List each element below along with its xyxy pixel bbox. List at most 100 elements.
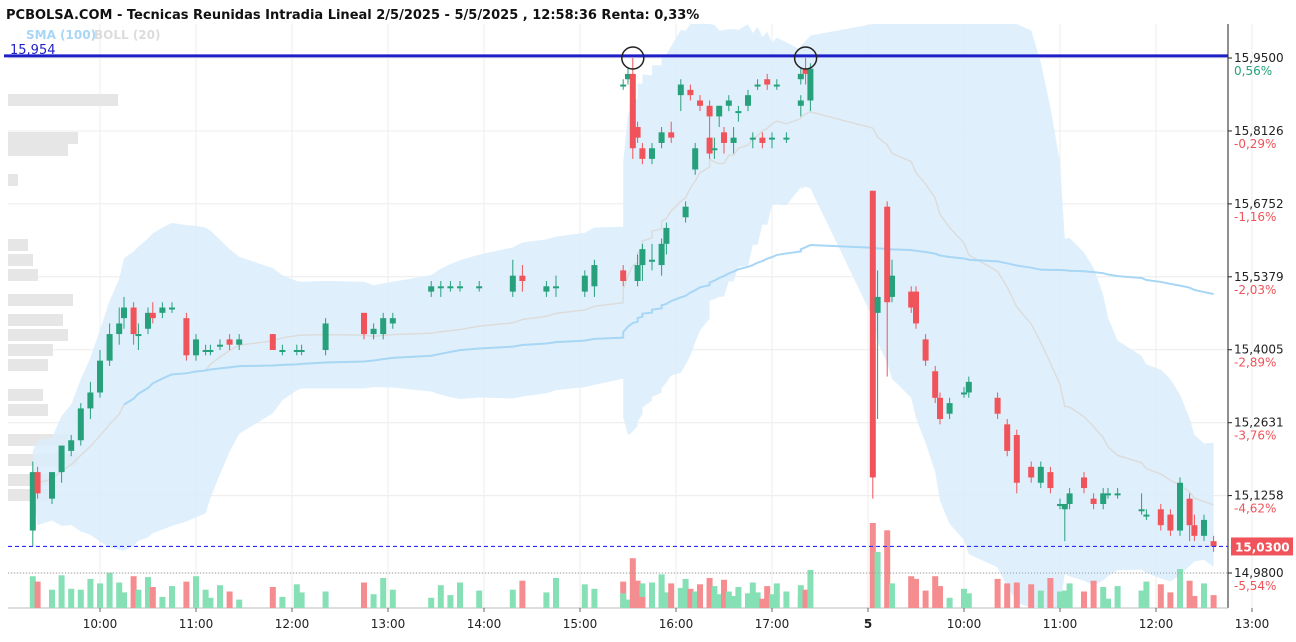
candle-body: [380, 318, 387, 335]
volume-bar: [946, 597, 953, 608]
candle-body: [106, 334, 113, 361]
volume-bar: [697, 584, 703, 608]
time-tick-label: 14:00: [467, 617, 502, 631]
candle-body: [1057, 503, 1063, 506]
volume-bar: [807, 569, 814, 608]
volume-bar: [149, 587, 156, 608]
volume-bar: [68, 588, 75, 608]
candle-body: [509, 275, 516, 292]
volume-bar: [913, 578, 919, 608]
candle-body: [1177, 482, 1183, 531]
volume-bar: [961, 588, 967, 608]
candle-body: [135, 334, 142, 337]
volume-bar: [639, 583, 646, 608]
candle-body: [1201, 519, 1207, 536]
percent-tick-label: -2,03%: [1234, 283, 1276, 297]
candle-body: [581, 275, 588, 292]
percent-tick-label: -0,29%: [1234, 137, 1276, 151]
candle-body: [625, 73, 631, 80]
candle-body: [682, 206, 689, 218]
volume-bar: [193, 576, 199, 608]
top-marker-circle: [621, 46, 645, 70]
candle-body: [884, 206, 891, 303]
volume-bar: [1081, 591, 1087, 608]
volume-bar: [730, 596, 737, 608]
candle-body: [1037, 466, 1044, 483]
candle-body: [754, 84, 761, 87]
candle-body: [692, 148, 699, 170]
candle-body: [961, 392, 967, 395]
candle-body: [649, 148, 655, 159]
candle-body: [687, 89, 694, 96]
candle-body: [908, 291, 915, 308]
volume-bar: [994, 578, 1001, 608]
candle-body: [193, 339, 199, 356]
volume-bar: [437, 585, 444, 608]
candle-body: [476, 286, 483, 289]
candle-body: [322, 323, 329, 351]
volume-bar: [1028, 584, 1035, 608]
price-tick-label: 15,5379: [1234, 270, 1284, 284]
candle-body: [149, 312, 156, 319]
volume-bar: [629, 558, 636, 608]
candle-body: [447, 286, 454, 289]
volume-bar: [692, 591, 699, 608]
candle-body: [269, 334, 276, 351]
volume-bar: [759, 598, 766, 608]
volume-bar: [298, 592, 305, 608]
volume-bar: [620, 593, 627, 608]
candle-body: [783, 137, 790, 140]
candle-body: [802, 68, 809, 74]
candle-body: [1191, 525, 1198, 536]
candle-body: [543, 286, 550, 292]
volume-profile-bar: [8, 329, 68, 341]
volume-bar: [965, 593, 972, 608]
candle-body: [735, 111, 742, 114]
volume-bar: [716, 594, 723, 608]
candle-body: [29, 472, 36, 531]
volume-bar: [293, 584, 300, 608]
percent-tick-label: 0,56%: [1234, 64, 1272, 78]
candle-body: [1013, 434, 1020, 483]
candle-body: [807, 68, 814, 101]
price-tick-label: 15,6752: [1234, 197, 1284, 211]
volume-bar: [169, 586, 175, 608]
candle-body: [922, 339, 929, 361]
candle-body: [49, 472, 55, 499]
volume-bar: [87, 578, 94, 608]
candle-body: [1066, 493, 1073, 504]
volume-bar: [121, 592, 127, 608]
volume-profile-bar: [8, 174, 18, 186]
volume-bar: [116, 582, 123, 608]
volume-bar: [1186, 580, 1193, 608]
candle-body: [1210, 541, 1217, 547]
candle-body: [764, 79, 771, 85]
volume-bar: [77, 589, 84, 608]
volume-bar: [1138, 590, 1145, 608]
time-tick-label: 11:00: [1043, 617, 1078, 631]
candle-body: [874, 296, 881, 313]
price-tick-label: 15,9500: [1234, 51, 1284, 65]
candle-body: [68, 440, 75, 451]
candle-body: [236, 339, 243, 345]
volume-bar: [226, 591, 233, 608]
candle-body: [1138, 509, 1145, 512]
volume-bar: [29, 576, 36, 608]
volume-profile-bar: [8, 254, 33, 266]
volume-bar: [908, 576, 915, 608]
resistance-label: 15,954: [10, 43, 56, 58]
candle-body: [769, 137, 775, 140]
time-axis: 10:00 11:00 12:00 13:00 14:00 15:00 16:00 17:00…: [83, 608, 1269, 631]
time-tick-label: 16:00: [659, 617, 694, 631]
volume-bar: [145, 577, 151, 608]
volume-bar: [97, 583, 103, 608]
volume-bar: [634, 580, 641, 608]
candle-body: [1061, 503, 1068, 510]
volume-bar: [1013, 582, 1020, 608]
candle-body: [370, 328, 377, 335]
candle-body: [169, 307, 175, 310]
candle-body: [658, 243, 665, 266]
volume-bar: [869, 523, 876, 608]
volume-bar: [754, 592, 761, 608]
